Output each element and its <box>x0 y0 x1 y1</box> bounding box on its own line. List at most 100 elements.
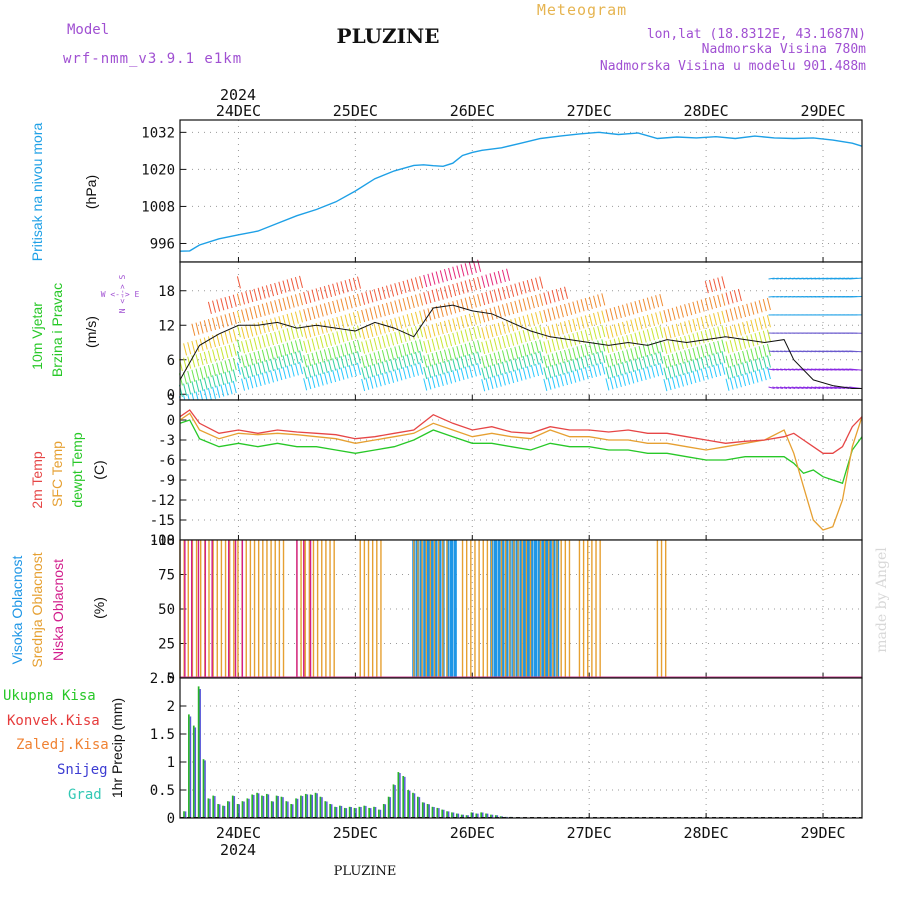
top-day-label: 25DEC <box>333 102 378 120</box>
wind-barb <box>236 350 241 364</box>
wind-barb <box>394 346 399 359</box>
wind-barb <box>303 366 308 379</box>
wind-barb <box>634 332 639 345</box>
wind-barb <box>725 292 730 305</box>
cloud-mid-bar <box>300 540 302 678</box>
wind-barb <box>311 364 316 377</box>
wind-barb <box>299 339 304 352</box>
cloud-mid-bar <box>282 540 285 678</box>
wind-barb <box>361 378 366 392</box>
wind-barb <box>290 352 295 366</box>
wind-barb <box>270 347 275 360</box>
cloud-mid-bar <box>482 540 484 678</box>
cloud-mid-bar <box>183 540 185 678</box>
wind-barb <box>514 369 519 382</box>
wind-barb <box>601 293 606 306</box>
wind-barb <box>183 357 188 370</box>
wind-barb <box>398 345 403 358</box>
wind-barb <box>704 281 709 294</box>
wind-barb <box>228 344 233 357</box>
wind-barb <box>729 308 734 321</box>
cloud-mid-bar <box>465 540 468 678</box>
wind-barb <box>315 351 320 364</box>
wind-barb <box>419 310 424 323</box>
precip-snow-bar <box>496 815 499 818</box>
wind-barb <box>216 374 221 387</box>
wind-barb <box>228 313 233 326</box>
wind-barb <box>588 296 593 310</box>
wind-barb <box>506 268 511 281</box>
precip-total-bar <box>397 772 400 818</box>
wind-barb <box>713 364 718 378</box>
precip-snow-bar <box>467 815 469 818</box>
cloud-mid-bar <box>274 540 276 678</box>
bottom-day-labels: 24DEC 25DEC 26DEC 27DEC 28DEC 29DEC <box>216 824 846 842</box>
wind-barb <box>414 311 419 325</box>
wind-barb <box>448 348 453 361</box>
wind-barb <box>506 372 511 385</box>
wind-barb <box>410 327 415 340</box>
wind-barb <box>456 331 461 344</box>
wind-barb <box>377 322 382 335</box>
wind-barb <box>340 355 345 369</box>
temp-ytick-label: -9 <box>158 473 175 489</box>
wind-barb <box>766 343 771 357</box>
wind-barb <box>406 314 411 327</box>
precip-ytick-label: 1 <box>167 755 175 771</box>
wind-barb <box>729 377 734 390</box>
wind-barb <box>224 345 229 359</box>
wind-barb <box>733 364 738 378</box>
wind-barb <box>402 344 407 357</box>
wind-barb <box>684 304 689 317</box>
wind-barb <box>638 357 643 370</box>
wind-barb <box>593 364 597 377</box>
wind-barb <box>220 332 225 345</box>
wind-barb <box>721 351 726 364</box>
wind-barb <box>257 336 262 349</box>
wind-barb <box>290 295 295 308</box>
wind-barb <box>717 352 722 365</box>
wind-barb <box>667 326 672 339</box>
cloud-low-bar <box>309 540 312 678</box>
wind-barb <box>758 346 763 359</box>
wind-barb <box>564 335 569 348</box>
wind-barb <box>369 376 374 389</box>
wind-barb <box>278 281 283 294</box>
wind-barb <box>220 315 225 328</box>
wind-barb <box>489 376 494 390</box>
precip-total-bar <box>499 816 502 818</box>
wind-barb <box>336 299 341 312</box>
wind-barb <box>609 325 614 338</box>
wind-barb <box>497 305 502 318</box>
precip-snow-bar <box>472 812 474 818</box>
wind-barb <box>452 347 457 360</box>
wind-barb <box>543 341 548 354</box>
wind-barb <box>717 326 722 339</box>
wind-barb <box>340 298 345 311</box>
precip-snow-bar <box>272 801 275 818</box>
wind-barb <box>207 387 212 401</box>
precip-ytick-label: 0.5 <box>150 783 175 799</box>
wind-barb <box>472 312 477 325</box>
cloud-ytick-label: 75 <box>158 568 175 584</box>
wind-barb <box>340 281 345 294</box>
wind-barb <box>245 354 250 367</box>
wind-barb <box>818 386 829 389</box>
wind-barb <box>783 386 792 389</box>
cloud-high-bar <box>434 540 438 678</box>
wind-barb <box>427 325 432 338</box>
precip-total-bar <box>363 805 366 818</box>
wind-barb <box>642 367 647 380</box>
wind-barb <box>609 339 614 352</box>
wind-barb <box>265 334 270 347</box>
wind-barb <box>510 301 515 315</box>
wind-barb <box>220 298 225 311</box>
wind-barb <box>737 323 742 336</box>
wind-barb <box>294 340 299 353</box>
wind-barb <box>332 332 337 345</box>
cloud-mid-bar <box>187 540 189 678</box>
wind-barb <box>617 363 622 376</box>
wind-barb <box>522 315 527 328</box>
wind-barb <box>696 358 701 371</box>
wind-barb <box>410 278 415 291</box>
